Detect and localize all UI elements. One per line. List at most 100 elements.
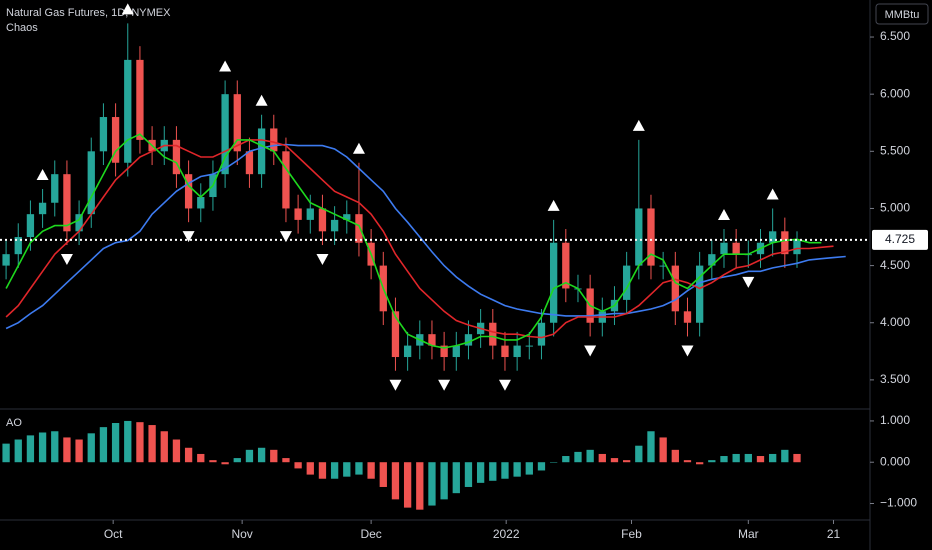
candle-body xyxy=(257,128,266,175)
candle-body xyxy=(537,322,546,346)
candle-body xyxy=(75,214,83,232)
fractal-down xyxy=(584,345,597,357)
ao-bar xyxy=(160,431,168,463)
candle-body xyxy=(659,265,667,267)
fractal-down xyxy=(498,379,511,391)
last-price-box xyxy=(872,229,928,250)
candle-body xyxy=(696,265,704,323)
ao-bar xyxy=(452,462,460,494)
candle-body xyxy=(622,265,631,300)
ao-bar xyxy=(744,453,752,463)
ao-bar xyxy=(51,431,59,463)
candle-body xyxy=(51,174,59,203)
ao-bar xyxy=(318,462,327,479)
ao-bar xyxy=(416,462,424,510)
candle-body xyxy=(111,117,120,163)
y-tick-label: 5.500 xyxy=(880,143,910,157)
ao-bar xyxy=(330,462,339,479)
ao-bar xyxy=(756,456,765,463)
unit-label[interactable]: MMBtu xyxy=(885,9,920,21)
fractal-down xyxy=(389,379,402,391)
candle-body xyxy=(197,197,205,209)
chart-title: Natural Gas Futures, 1D, NYMEX xyxy=(6,7,171,19)
candle-body xyxy=(14,237,22,255)
candle-body xyxy=(769,231,777,243)
candle-body xyxy=(87,151,95,215)
fractal-up xyxy=(255,94,268,106)
ao-bar xyxy=(367,462,375,479)
fractal-down xyxy=(742,276,755,288)
ao-bar xyxy=(403,462,412,508)
candle-body xyxy=(294,208,302,220)
fractal-down xyxy=(279,231,292,243)
candle-body xyxy=(720,242,728,255)
fractal-up xyxy=(766,188,779,200)
ao-bar xyxy=(184,447,193,463)
candle-body xyxy=(282,151,290,209)
x-tick-label: Mar xyxy=(738,527,759,541)
candle-body xyxy=(428,334,436,346)
x-tick-label: 2022 xyxy=(493,527,520,541)
y-tick-label: 5.000 xyxy=(880,201,910,215)
ao-bar xyxy=(513,462,521,477)
ao-bar xyxy=(574,451,582,463)
candle-body xyxy=(732,242,740,255)
ao-bar xyxy=(391,462,400,500)
ao-bar xyxy=(124,420,132,463)
fractal-up xyxy=(632,119,645,131)
ao-bar xyxy=(525,462,533,475)
last-price-label: 4.725 xyxy=(885,232,915,246)
candle-body xyxy=(549,242,558,323)
fractal-up xyxy=(717,209,730,221)
fractal-down xyxy=(681,345,694,357)
ao-bar xyxy=(209,460,217,463)
candle-body xyxy=(440,345,448,358)
y-tick-label: 6.500 xyxy=(880,29,910,43)
y2-tick-label: −1.000 xyxy=(880,496,917,510)
candle-body xyxy=(136,59,144,140)
ao-bar xyxy=(781,449,789,463)
ao-bar xyxy=(708,460,716,463)
ao-bar xyxy=(172,439,181,463)
alligator-line xyxy=(5,133,822,349)
ao-bar xyxy=(586,449,594,463)
candle-body xyxy=(38,202,47,215)
ao-bar xyxy=(440,462,448,500)
ao-bar xyxy=(87,433,95,463)
ao-bar xyxy=(99,427,108,463)
candle-body xyxy=(464,334,473,346)
ao-bar xyxy=(136,422,144,463)
x-tick-label: Dec xyxy=(360,527,381,541)
unit-box[interactable] xyxy=(875,3,929,25)
fractal-up xyxy=(36,169,49,181)
ao-bar xyxy=(306,462,314,475)
fractal-up xyxy=(121,3,134,15)
ao-bar xyxy=(793,453,801,463)
candle-body xyxy=(489,322,497,346)
candle-body xyxy=(501,345,509,358)
ao-bar xyxy=(38,432,47,463)
ao-title: AO xyxy=(6,417,22,429)
candle-body xyxy=(270,128,278,152)
candle-body xyxy=(2,254,10,266)
candle-body xyxy=(452,345,460,358)
ao-bar xyxy=(2,443,10,463)
x-tick-label: Nov xyxy=(231,527,252,541)
fractal-down xyxy=(60,254,73,266)
ao-bar xyxy=(501,462,509,479)
candle-body xyxy=(306,208,314,220)
candle-body xyxy=(562,242,570,289)
ao-bar xyxy=(379,462,387,487)
alligator-line xyxy=(5,143,846,330)
ao-bar xyxy=(343,462,351,477)
ao-bar xyxy=(282,458,290,463)
candle-body xyxy=(245,151,254,175)
ao-bar xyxy=(659,437,667,463)
ao-bar xyxy=(148,425,156,463)
ao-bar xyxy=(111,423,120,463)
ao-bar xyxy=(598,453,606,463)
ao-bar xyxy=(635,445,643,463)
ao-bar xyxy=(233,458,241,463)
y-tick-label: 4.000 xyxy=(880,315,910,329)
